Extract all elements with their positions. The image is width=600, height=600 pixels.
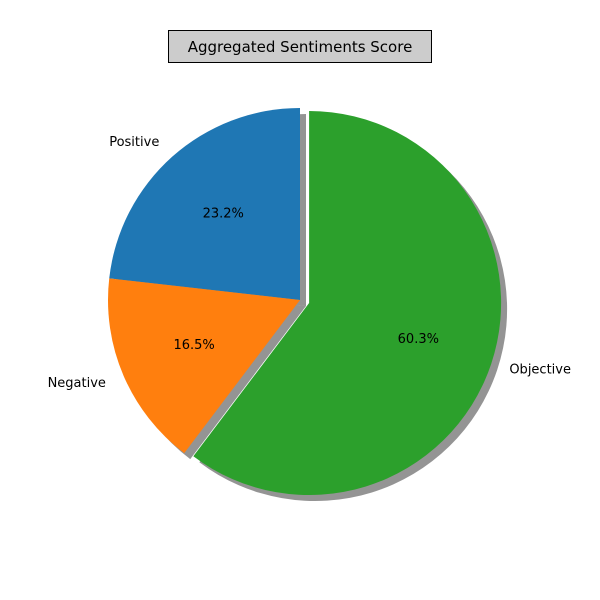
slice-label-positive: Positive <box>109 135 159 150</box>
slice-label-objective: Objective <box>509 363 571 378</box>
slice-percent-negative: 16.5% <box>173 338 214 353</box>
slice-percent-objective: 60.3% <box>398 332 439 347</box>
slice-label-negative: Negative <box>48 376 106 391</box>
slice-percent-positive: 23.2% <box>203 207 244 222</box>
